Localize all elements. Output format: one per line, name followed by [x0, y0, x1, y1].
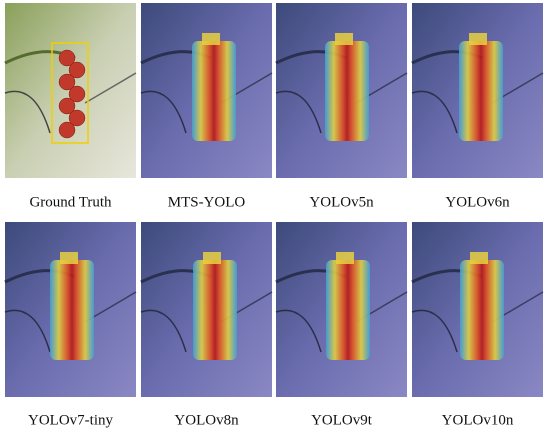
tomato [58, 97, 76, 115]
heatmap-top [60, 252, 78, 264]
caption: YOLOv5n [309, 194, 374, 210]
tomato [58, 49, 76, 67]
wire [275, 90, 322, 134]
tomato [68, 85, 86, 103]
caption: MTS-YOLO [168, 194, 246, 210]
caption: YOLOv6n [445, 194, 510, 210]
wire [4, 309, 51, 353]
wire [411, 90, 458, 134]
caption: YOLOv8n [174, 412, 239, 428]
heatmap-top [202, 33, 220, 45]
heatmap [326, 260, 370, 360]
tomato [68, 61, 86, 79]
wire [84, 72, 137, 104]
panel: YOLOv6n [411, 3, 544, 210]
panel: YOLOv10n [411, 222, 544, 428]
heatmap [50, 260, 94, 360]
heatmap-top [469, 33, 487, 45]
tomato [68, 109, 86, 127]
tomato [58, 121, 76, 139]
panel: YOLOv5n [275, 3, 408, 210]
heatmap [325, 41, 369, 141]
panel: YOLOv7-tiny [4, 222, 137, 428]
heatmap [192, 41, 236, 141]
panel: YOLOv8n [140, 222, 273, 428]
heatmap [193, 260, 237, 360]
heatmap-top [470, 252, 488, 264]
panel: MTS-YOLO [140, 3, 273, 210]
heatmap-top [203, 252, 221, 264]
wire [140, 90, 187, 134]
heatmap [459, 41, 503, 141]
panel: YOLOv9t [275, 222, 408, 428]
panel: Ground Truth [4, 3, 137, 210]
caption: Ground Truth [29, 194, 112, 210]
wire [4, 90, 51, 134]
caption: YOLOv10n [442, 412, 514, 428]
caption: YOLOv9t [311, 412, 373, 428]
bbox [51, 42, 89, 144]
wire [140, 309, 187, 353]
wire [275, 309, 322, 353]
heatmap-top [335, 33, 353, 45]
caption: YOLOv7-tiny [28, 412, 113, 428]
heatmap-top [336, 252, 354, 264]
tomato [58, 73, 76, 91]
heatmap [460, 260, 504, 360]
wire [411, 309, 458, 353]
